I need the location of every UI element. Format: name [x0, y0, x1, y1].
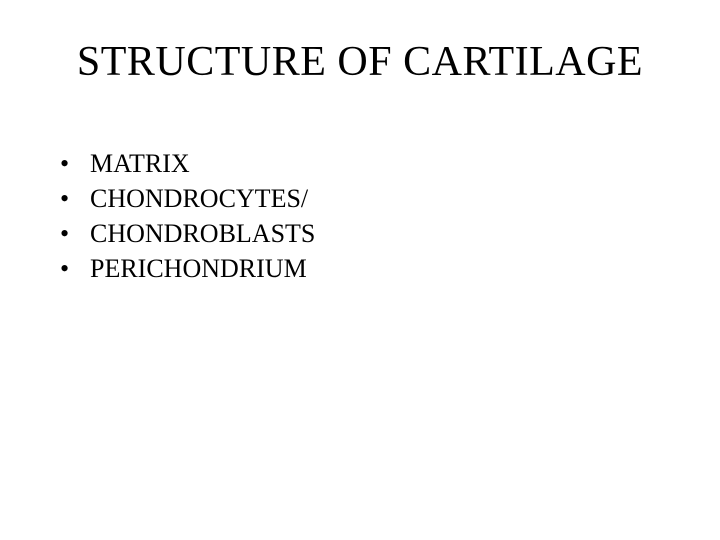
bullet-text: MATRIX — [90, 146, 190, 181]
list-item: • CHONDROBLASTS — [60, 216, 680, 251]
bullet-list: • MATRIX • CHONDROCYTES/ • CHONDROBLASTS… — [40, 146, 680, 286]
bullet-text: CHONDROCYTES/ — [90, 181, 308, 216]
list-item: • CHONDROCYTES/ — [60, 181, 680, 216]
slide-container: STRUCTURE OF CARTILAGE • MATRIX • CHONDR… — [0, 0, 720, 540]
list-item: • MATRIX — [60, 146, 680, 181]
list-item: • PERICHONDRIUM — [60, 251, 680, 286]
bullet-text: PERICHONDRIUM — [90, 251, 307, 286]
bullet-marker-icon: • — [60, 181, 90, 216]
bullet-marker-icon: • — [60, 251, 90, 286]
bullet-text: CHONDROBLASTS — [90, 216, 315, 251]
bullet-marker-icon: • — [60, 216, 90, 251]
slide-title: STRUCTURE OF CARTILAGE — [40, 38, 680, 86]
bullet-marker-icon: • — [60, 146, 90, 181]
